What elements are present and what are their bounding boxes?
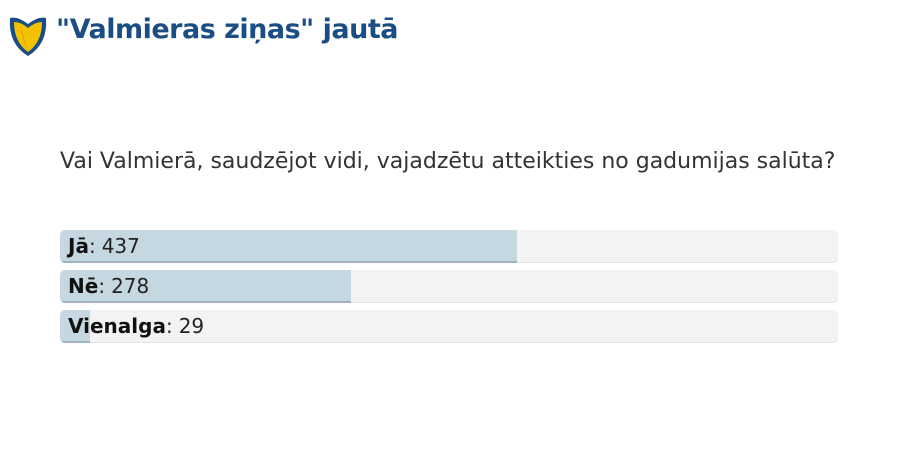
poll-bar (60, 230, 517, 263)
separator: : (98, 274, 106, 298)
poll-bar-track: Nē: 278 (60, 270, 838, 303)
option-label: Nē (68, 274, 99, 298)
option-votes: 278 (111, 274, 150, 298)
option-label: Jā (68, 234, 89, 258)
poll-bar-track: Jā: 437 (60, 230, 838, 263)
title: "Valmieras ziņas" jautā (56, 14, 398, 45)
poll-bar (60, 270, 351, 303)
question: Vai Valmierā, saudzējot vidi, vajadzētu … (60, 149, 836, 174)
poll-options: Jā: 437 Nē: 278 Vienalga: 29 (60, 230, 838, 350)
poll-bar-track: Vienalga: 29 (60, 310, 838, 343)
separator: : (88, 234, 96, 258)
logo (9, 17, 47, 57)
separator: : (165, 314, 173, 338)
option-text: Jā: 437 (68, 230, 140, 263)
poll-bar (60, 310, 91, 343)
option-votes: 437 (101, 234, 140, 258)
option-label: Vienalga (68, 314, 166, 338)
option-text: Vienalga: 29 (68, 310, 204, 343)
option-text: Nē: 278 (68, 270, 149, 303)
option-votes: 29 (178, 314, 205, 338)
